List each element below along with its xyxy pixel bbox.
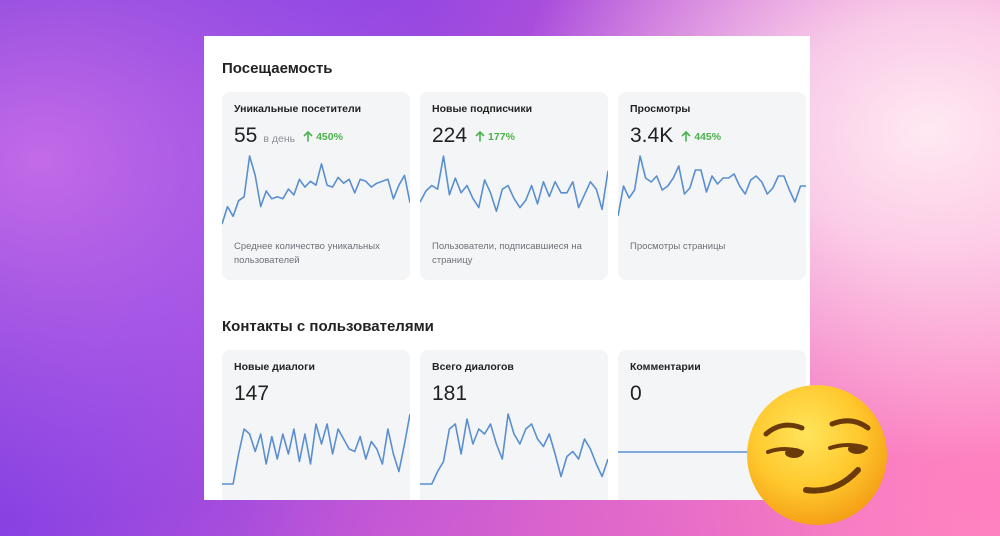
card-delta-value: 177% xyxy=(488,130,515,143)
card-value-row: 55 в день 450% xyxy=(234,124,343,148)
sparkline-chart xyxy=(420,413,608,485)
sparkline-chart xyxy=(420,155,608,213)
sparkline-series xyxy=(618,155,806,217)
card-page-views[interactable]: Просмотры 3.4K 445% Просмотры страницы xyxy=(618,92,806,280)
section-title-traffic: Посещаемость xyxy=(222,60,333,77)
card-delta: 450% xyxy=(303,131,343,143)
card-label: Просмотры xyxy=(630,103,691,115)
section-title-contacts: Контакты с пользователями xyxy=(222,318,434,335)
card-description: Просмотры страницы xyxy=(630,241,726,252)
sparkline-chart xyxy=(618,155,806,217)
card-label: Новые подписчики xyxy=(432,103,533,115)
sparkline-series xyxy=(420,155,608,213)
card-value: 147 xyxy=(234,382,270,405)
card-value: 224 xyxy=(432,124,468,147)
card-new-dialogs[interactable]: Новые диалоги 147 xyxy=(222,350,410,500)
sparkline-chart xyxy=(222,413,410,485)
card-label: Уникальные посетители xyxy=(234,103,362,115)
card-value: 0 xyxy=(630,382,642,405)
card-value: 55 xyxy=(234,124,258,147)
card-value-row: 0 xyxy=(630,382,642,406)
sparkline-series xyxy=(222,413,410,485)
card-value-row: 147 xyxy=(234,382,269,406)
card-label: Всего диалогов xyxy=(432,361,514,373)
sparkline-series xyxy=(222,155,410,225)
card-label: Новые диалоги xyxy=(234,361,315,373)
card-value: 3.4K xyxy=(630,124,674,147)
card-value-row: 3.4K 445% xyxy=(630,124,721,148)
card-label: Комментарии xyxy=(630,361,701,373)
card-unit: в день xyxy=(263,133,296,145)
card-unique-visitors[interactable]: Уникальные посетители 55 в день 450% Сре… xyxy=(222,92,410,280)
card-delta-value: 450% xyxy=(316,130,343,143)
card-total-dialogs[interactable]: Всего диалогов 181 xyxy=(420,350,608,500)
card-new-subscribers[interactable]: Новые подписчики 224 177% Пользователи, … xyxy=(420,92,608,280)
sparkline-chart xyxy=(222,155,410,225)
smirking-face-emoji xyxy=(747,385,887,525)
card-value-row: 181 xyxy=(432,382,467,406)
arrow-up-icon xyxy=(681,131,691,142)
sparkline-series xyxy=(420,413,608,485)
arrow-up-icon xyxy=(475,131,485,142)
card-delta: 445% xyxy=(681,131,721,143)
arrow-up-icon xyxy=(303,131,313,142)
card-description: Среднее количество уникальных пользовате… xyxy=(234,241,380,266)
analytics-panel: Посещаемость Уникальные посетители 55 в … xyxy=(204,36,810,500)
card-value-row: 224 177% xyxy=(432,124,515,148)
card-description: Пользователи, подписавшиеся на страницу xyxy=(432,241,582,266)
card-value: 181 xyxy=(432,382,468,405)
card-delta: 177% xyxy=(475,131,515,143)
card-delta-value: 445% xyxy=(694,130,722,143)
